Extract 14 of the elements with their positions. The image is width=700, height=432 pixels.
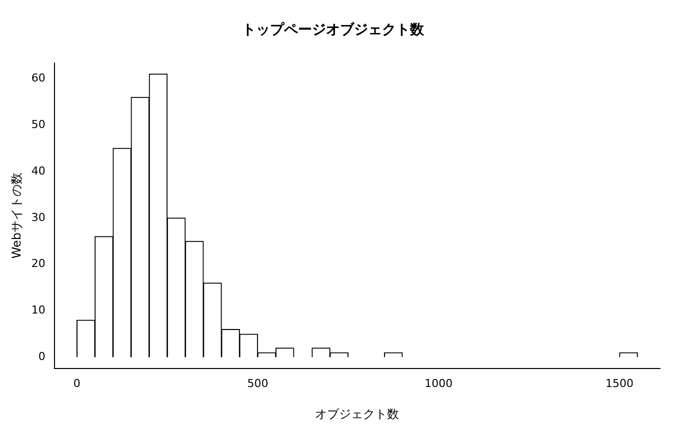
x-axis-title: オブジェクト数 <box>315 406 400 421</box>
chart-title: トップページオブジェクト数 <box>242 21 425 38</box>
x-tick-label: 1000 <box>424 376 453 390</box>
x-tick-label: 1500 <box>605 376 634 390</box>
y-tick-label: 40 <box>31 164 46 178</box>
y-tick-label: 30 <box>31 210 46 224</box>
y-tick-label: 10 <box>31 304 46 317</box>
y-axis-title: Webサイトの数 <box>9 172 24 259</box>
x-tick-label: 0 <box>73 376 80 390</box>
y-tick-label: 50 <box>31 118 46 131</box>
x-tick-label: 500 <box>247 376 268 390</box>
y-tick-label: 60 <box>31 71 46 84</box>
y-tick-label: 0 <box>38 350 46 364</box>
y-tick-label: 20 <box>31 257 46 270</box>
